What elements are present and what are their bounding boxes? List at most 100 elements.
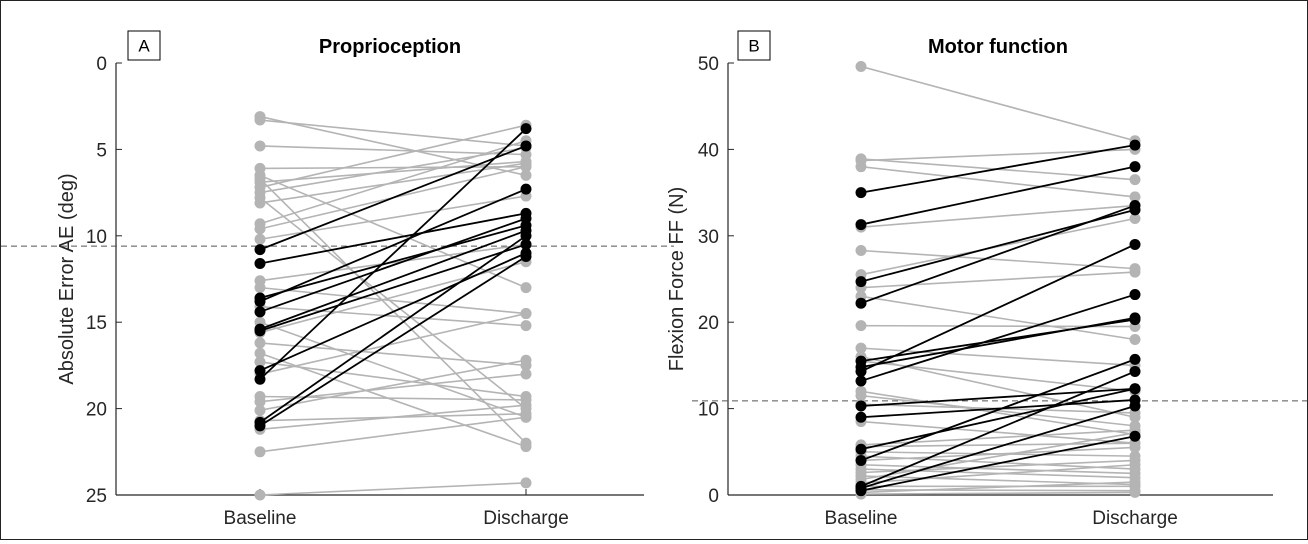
- black-point-discharge: [1129, 365, 1141, 377]
- black-point-discharge: [1129, 430, 1141, 442]
- black-subject-line: [259, 212, 527, 265]
- black-subject-5: [254, 213, 532, 318]
- gray-subject-line: [259, 119, 527, 147]
- gray-subject-line: [860, 347, 1136, 367]
- x-tick-label-discharge: Discharge: [1092, 508, 1178, 529]
- gray-subject-line: [259, 124, 527, 189]
- black-subject-line: [259, 243, 527, 332]
- gray-point-baseline: [254, 282, 266, 294]
- gray-subject-10: [254, 192, 532, 415]
- gray-subject-21: [254, 347, 532, 453]
- black-point-discharge: [520, 213, 532, 225]
- gray-point-baseline: [254, 114, 266, 126]
- black-point-baseline: [855, 297, 867, 309]
- black-subject-7: [855, 238, 1141, 377]
- y-tick-label: 10: [86, 227, 107, 248]
- black-point-baseline: [855, 375, 867, 387]
- gray-subject-6: [855, 244, 1141, 275]
- black-subject-line: [860, 399, 1136, 419]
- gray-point-baseline: [254, 197, 266, 209]
- black-point-discharge: [520, 140, 532, 152]
- gray-subject-1: [855, 60, 1141, 147]
- gray-point-baseline: [254, 446, 266, 458]
- y-tick-label: 40: [698, 140, 719, 161]
- gray-subject-11: [855, 342, 1141, 371]
- gray-point-discharge: [1129, 459, 1141, 471]
- chart-title: Proprioception: [319, 36, 461, 58]
- black-point-baseline: [855, 276, 867, 288]
- gray-point-baseline: [254, 396, 266, 408]
- black-subject-9: [254, 123, 532, 385]
- black-subject-line: [259, 224, 527, 299]
- gray-subject-line: [259, 197, 527, 410]
- gray-subject-line: [860, 65, 1136, 142]
- gray-point-baseline: [254, 404, 266, 416]
- x-tick-label-discharge: Discharge: [483, 508, 569, 529]
- gray-point-discharge: [520, 320, 532, 332]
- black-subject-line: [860, 204, 1136, 305]
- y-tick-label: 25: [86, 486, 107, 507]
- gray-subject-line: [259, 312, 527, 375]
- black-subject-line: [259, 252, 527, 372]
- black-subject-12: [855, 353, 1141, 466]
- black-point-baseline: [254, 325, 266, 337]
- gray-point-discharge: [520, 368, 532, 380]
- gray-subject-line: [860, 463, 1136, 475]
- black-point-discharge: [1129, 383, 1141, 395]
- black-point-baseline: [855, 443, 867, 455]
- gray-point-discharge: [1129, 476, 1141, 488]
- black-point-discharge: [520, 123, 532, 135]
- gray-point-discharge: [520, 399, 532, 411]
- gray-subject-line: [259, 174, 527, 289]
- black-point-discharge: [520, 238, 532, 250]
- gray-subject-line: [259, 342, 527, 367]
- gray-point-discharge: [1129, 213, 1141, 225]
- black-point-discharge: [1129, 139, 1141, 151]
- panel-letter-box: [737, 30, 771, 61]
- x-tick-label-baseline: Baseline: [825, 508, 898, 529]
- gray-subject-line: [860, 481, 1136, 494]
- gray-point-discharge: [1129, 441, 1141, 453]
- black-point-baseline: [855, 400, 867, 412]
- black-point-discharge: [520, 251, 532, 263]
- gray-subject-line: [860, 148, 1136, 162]
- gray-point-discharge: [1129, 333, 1141, 345]
- gray-subject-line: [259, 361, 527, 398]
- gray-point-baseline: [254, 140, 266, 152]
- y-tick-label: 30: [698, 227, 719, 248]
- gray-subject-line: [860, 165, 1136, 198]
- black-subject-line: [860, 316, 1136, 369]
- black-point-discharge: [520, 230, 532, 242]
- gray-subject-line: [259, 482, 527, 496]
- chart-title: Motor function: [928, 36, 1068, 58]
- black-subject-line: [259, 188, 527, 303]
- gray-subject-line: [860, 295, 1136, 341]
- black-point-baseline: [855, 411, 867, 423]
- black-subject-4: [254, 183, 532, 307]
- gray-point-baseline: [855, 60, 867, 72]
- y-tick-label: 50: [698, 54, 719, 75]
- gray-subject-line: [860, 390, 1136, 436]
- black-point-baseline: [855, 485, 867, 497]
- black-subject-11: [254, 251, 532, 432]
- black-subject-11: [855, 383, 1141, 455]
- black-subject-line: [259, 145, 527, 251]
- gray-point-baseline: [254, 347, 266, 359]
- gray-subject-line: [259, 160, 527, 184]
- panel-b: 0 10 20 30 40 50 Baseline Discharge Flexion Forc…: [666, 30, 1307, 529]
- gray-subject-line: [860, 271, 1136, 289]
- gray-subject-8: [855, 266, 1141, 294]
- black-point-baseline: [254, 244, 266, 256]
- black-subject-line: [259, 235, 527, 424]
- black-subject-1: [855, 139, 1141, 199]
- gray-point-baseline: [855, 244, 867, 256]
- gray-subject-line: [259, 165, 527, 170]
- gray-subject-29: [254, 411, 532, 458]
- black-point-discharge: [1129, 312, 1141, 324]
- black-point-baseline: [254, 306, 266, 318]
- black-subject-4: [855, 200, 1141, 309]
- gray-point-baseline: [254, 233, 266, 245]
- gray-point-baseline: [254, 489, 266, 501]
